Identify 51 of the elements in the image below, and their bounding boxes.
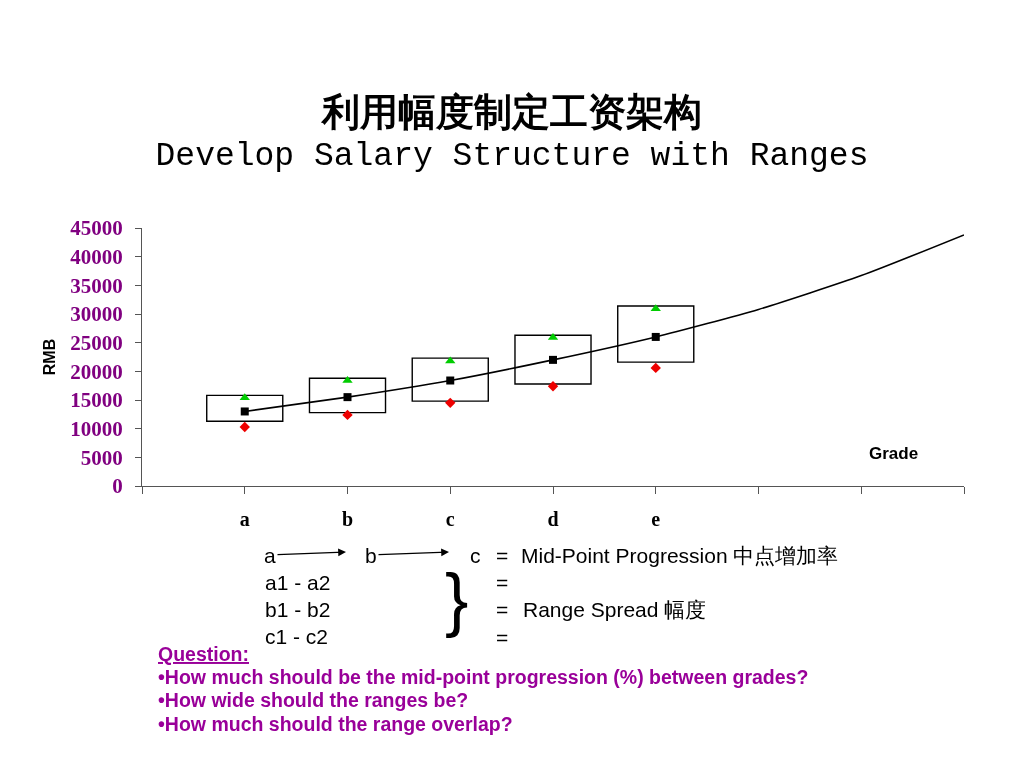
point (342, 409, 353, 421)
text: c (470, 544, 481, 567)
text: = (496, 626, 509, 649)
y-tick-label: 5000 (80, 445, 123, 470)
point (240, 407, 249, 416)
point (239, 421, 250, 433)
y-axis-title: RMB (41, 338, 59, 376)
x-tick-label: d (547, 508, 559, 531)
text: •How wide should the ranges be? (158, 689, 469, 711)
x-tick-label: c (445, 508, 455, 531)
text: } (445, 560, 469, 638)
x-tick-label: a (239, 508, 250, 531)
text: b1 - b2 (265, 598, 331, 621)
y-tick-label: 10000 (70, 417, 123, 442)
point (650, 362, 661, 374)
text: •How much should the range overlap? (158, 713, 513, 735)
y-tick-label: 25000 (70, 331, 123, 356)
x-tick-label: e (651, 508, 661, 531)
y-tick-label: 30000 (70, 302, 123, 327)
text: Question: (158, 643, 249, 665)
point (650, 304, 661, 312)
bar (514, 334, 592, 385)
bar (617, 305, 695, 363)
y-tick-label: 45000 (70, 216, 123, 241)
text: Range Spread 幅度 (523, 598, 707, 621)
text: = (496, 598, 509, 621)
x-axis-title: Grade (869, 444, 919, 463)
text: Mid-Point Progression 中点增加率 (521, 544, 839, 567)
text: b (365, 544, 377, 567)
text: a1 - a2 (265, 571, 331, 594)
y-tick-label: 20000 (70, 359, 123, 384)
text: a (264, 544, 276, 567)
point (343, 393, 352, 402)
point (549, 355, 557, 364)
chart-title: 利用幅度制定工资架构 (320, 91, 702, 134)
y-tick-label: 15000 (70, 388, 123, 413)
text: = (496, 571, 509, 594)
text: = (496, 544, 509, 567)
y-tick-label: 40000 (70, 245, 123, 270)
chart-subtitle: Develop Salary Structure with Ranges (155, 137, 869, 175)
point (445, 397, 456, 409)
y-tick-label: 35000 (70, 273, 123, 298)
bar (411, 357, 489, 402)
text: •How much should be the mid-point progression (%) between grades? (158, 666, 809, 688)
y-tick-label: 0 (112, 474, 123, 499)
x-tick-label: b (341, 508, 354, 531)
point (445, 356, 456, 364)
text: c1 - c2 (265, 625, 329, 648)
point (547, 381, 559, 392)
point (446, 376, 455, 385)
point (651, 332, 660, 341)
